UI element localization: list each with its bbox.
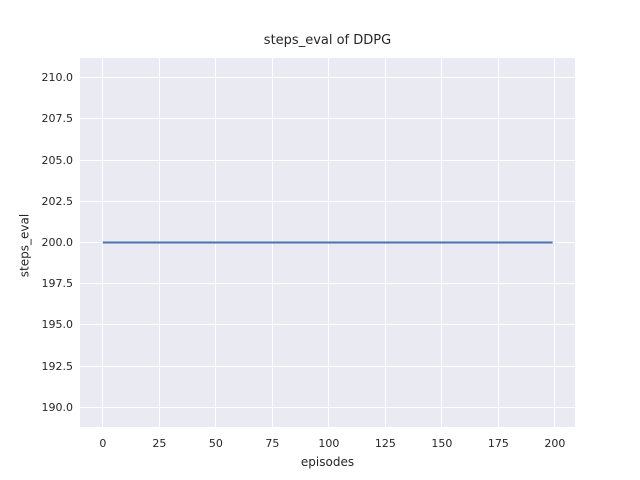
chart-title: steps_eval of DDPG [263,33,392,48]
x-tick-label: 100 [318,437,340,450]
x-tick-label: 0 [99,437,107,450]
gridline-horizontal [80,77,575,79]
x-tick-label: 200 [544,437,566,450]
y-tick-label: 200.0 [41,236,74,249]
y-tick-label: 192.5 [41,359,74,373]
y-tick-label: 197.5 [41,277,74,291]
x-axis-label: episodes [300,455,355,469]
y-tick-label: 207.5 [41,112,74,126]
x-tick-label: 50 [208,437,223,450]
plot-series-svg [102,241,553,244]
gridline-horizontal [80,200,575,202]
x-tick-label: 125 [374,437,396,450]
gridline-horizontal [80,283,575,285]
gridline-horizontal [80,118,575,120]
y-tick-label: 202.5 [41,194,74,208]
y-tick-label: 195.0 [41,318,74,332]
x-tick-label: 150 [431,437,453,450]
gridline-horizontal [80,406,575,408]
x-tick-label: 175 [487,437,509,450]
gridline-horizontal [80,159,575,161]
plot-area [80,58,575,427]
gridline-horizontal [80,365,575,367]
x-tick-label: 75 [265,437,280,450]
y-tick-label: 205.0 [41,153,74,167]
gridline-horizontal [80,324,575,326]
y-tick-label: 190.0 [41,400,74,414]
y-tick-label: 210.0 [41,71,74,85]
x-tick-label: 25 [152,437,167,450]
